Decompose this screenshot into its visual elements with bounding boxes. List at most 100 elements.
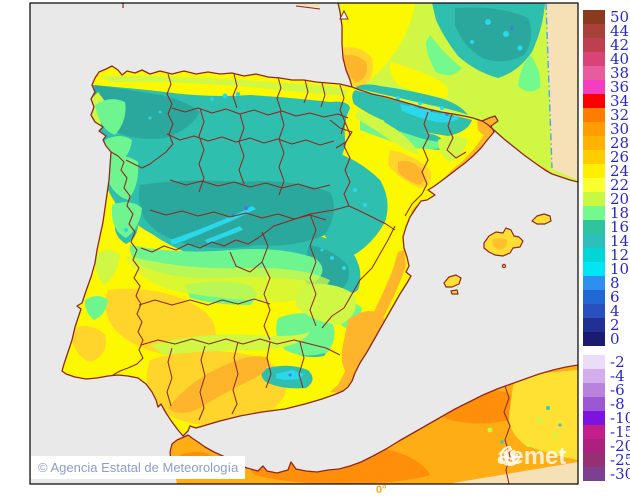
aemet-watermark: aemet [497,443,566,471]
legend-label: 10 [610,260,630,278]
africa-coastline [169,364,578,474]
legend-row: 32 [583,106,630,124]
nodata-area-northeast [546,3,578,180]
france-coastline [337,3,578,183]
legend-row: 14 [583,232,630,250]
legend-swatch [583,425,605,439]
legend-label: 12 [610,246,630,264]
domain-edge-line [295,5,321,10]
legend-swatch [583,178,605,192]
legend-label: -25 [610,451,630,469]
legend-swatch [583,248,605,262]
legend-label: 34 [610,92,630,110]
legend-label: 40 [610,50,630,68]
legend-swatch [583,369,605,383]
garonne-warm-spot [340,54,367,82]
legend-label: 36 [610,78,630,96]
legend-row: 22 [583,178,630,193]
legend-swatch [583,80,605,94]
legend-swatch [583,383,605,397]
menorca-island [531,213,552,225]
legend-swatch [583,332,605,346]
legend-swatch [583,453,605,467]
legend-label: 20 [610,190,630,208]
legend-label: -4 [610,367,625,385]
legend-label: -30 [610,465,630,483]
legend-row: -10 [583,411,630,426]
legend-label: 44 [610,22,630,40]
legend-swatch [583,304,605,318]
legend-row: 50 [583,10,630,25]
legend-row: 40 [583,50,630,68]
legend-label: 32 [610,106,630,124]
legend-label: -15 [610,423,630,441]
legend-swatch [583,234,605,248]
legend-row: 2 [583,318,630,333]
nodata-sliver-north [296,3,321,8]
legend-swatch [583,318,605,332]
legend-row: 4 [583,302,630,320]
legend-row: 12 [583,246,630,264]
legend-row: 10 [583,260,630,278]
legend-label: 28 [610,134,630,152]
legend-swatch [583,290,605,304]
cabrera-island [501,263,507,269]
legend-label: 26 [610,148,630,166]
legend-row: 8 [583,274,630,292]
guadalquivir-warm-area [168,356,269,413]
legend-row: -25 [583,451,630,469]
legend-label: 14 [610,232,630,250]
attribution: © Agencia Estatal de Meteorología [31,456,246,479]
nodata-area-southeast [447,462,578,484]
legend-row: 16 [583,220,630,235]
legend-swatch [583,150,605,164]
legend-swatch [583,220,605,234]
legend-swatch [583,467,605,481]
legend-row: -2 [583,353,630,371]
map-frame [29,2,579,485]
temperature-legend: 50 44 42 40 38 36 34 32 30 28 26 24 22 20 18 16 14 12 10 8 6… [583,10,630,483]
spain-france-border [351,86,483,122]
formentera-island [450,289,459,295]
legend-label: -2 [610,353,625,371]
legend-row: -4 [583,367,630,385]
legend-swatch [583,10,605,24]
aemet-swirl-icon [499,445,521,467]
attribution-text: © Agencia Estatal de Meteorología [38,460,239,475]
legend-label: -8 [610,395,625,413]
portugal-spain-border [110,151,144,376]
legend-swatch [583,164,605,178]
iberia-coastline [61,65,499,437]
morocco-algeria-border [503,385,511,484]
legend-row: 44 [583,22,630,40]
legend-swatch [583,355,605,369]
legend-swatch [583,52,605,66]
legend-row: 30 [583,122,630,137]
legend-label: 4 [610,302,620,320]
station-triangle-marker [339,9,349,20]
balearic-islands [443,213,552,295]
legend-row: -6 [583,383,630,398]
legend-row: -30 [583,465,630,483]
legend-row: 6 [583,290,630,305]
legend-row: 18 [583,206,630,221]
legend-row: 36 [583,78,630,96]
legend-label: 42 [610,36,630,54]
province-borders [110,73,511,484]
legend-row: 26 [583,148,630,166]
legend-swatch [583,206,605,220]
legend-swatch [583,411,605,425]
legend-row: -8 [583,395,630,413]
meridian-label: 0° [376,484,387,496]
legend-label: 8 [610,274,620,292]
legend-swatch [583,38,605,52]
france-landmass [338,3,578,182]
iberia-landmass [62,66,498,436]
legend-row: 38 [583,66,630,81]
legend-row: 34 [583,92,630,110]
legend-swatch [583,439,605,453]
domain-boundary-dashline [545,3,553,169]
legend-swatch [583,94,605,108]
